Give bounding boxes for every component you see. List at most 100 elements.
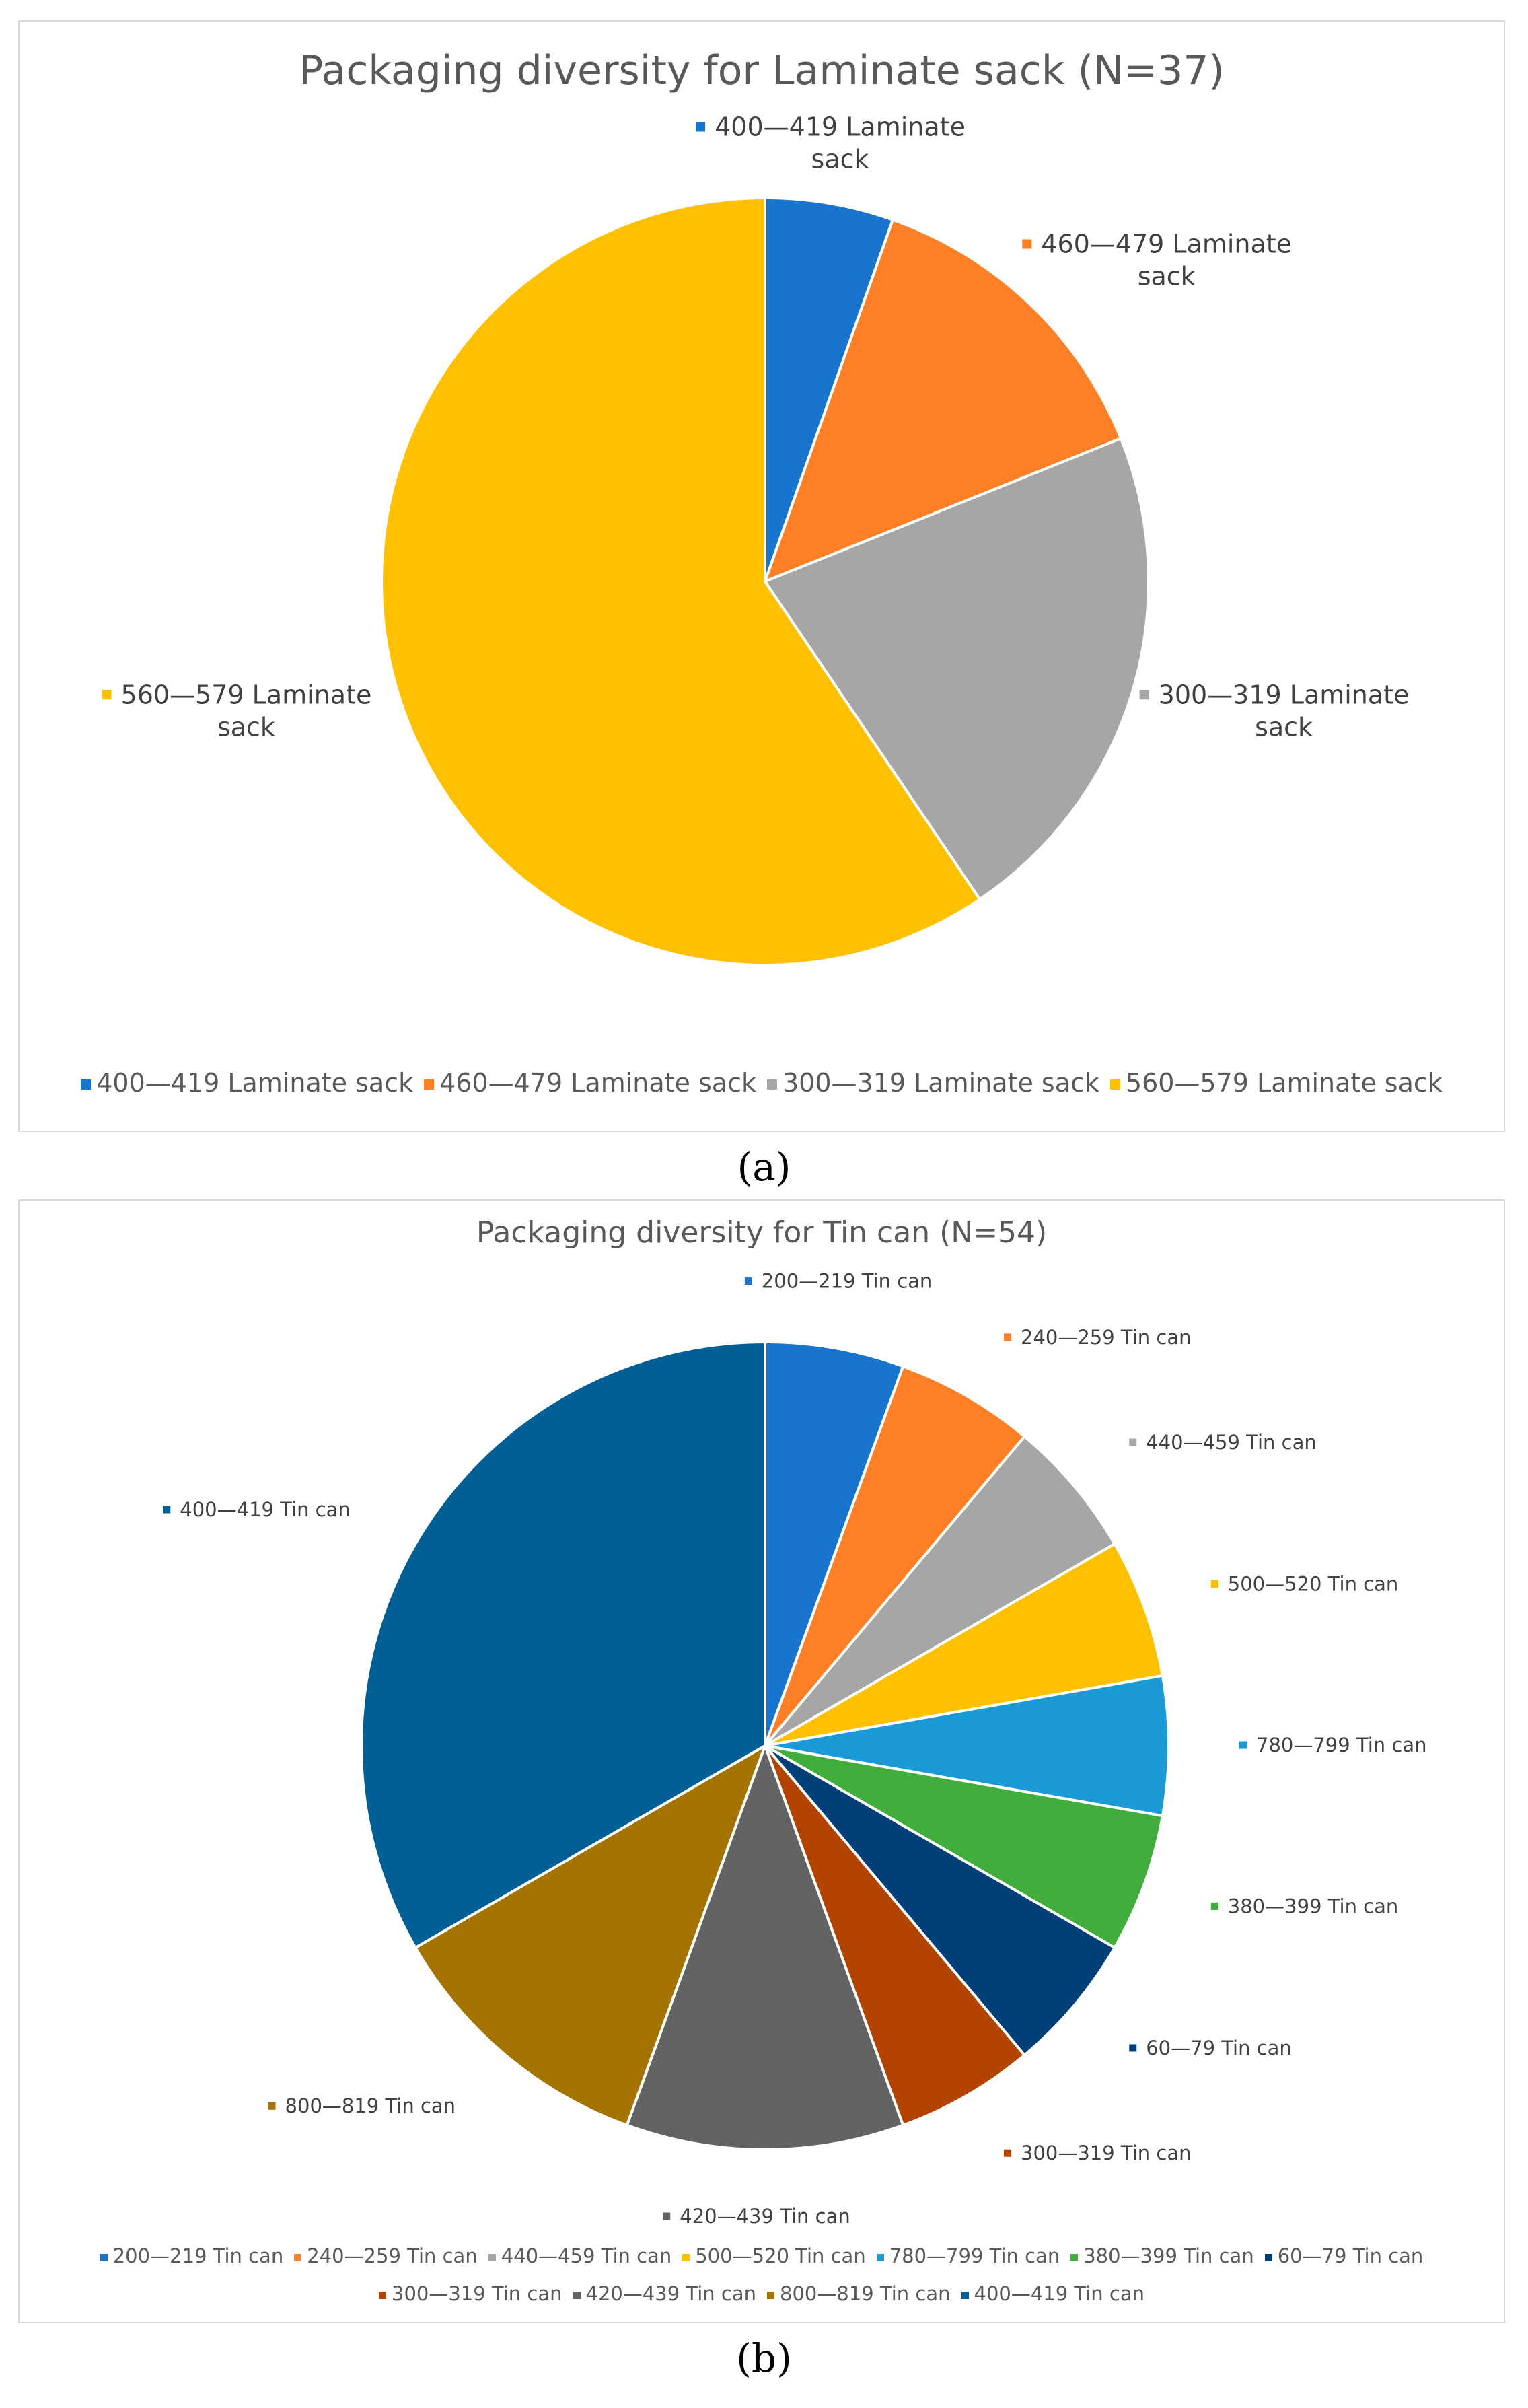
data-label-marker	[1139, 690, 1149, 700]
data-label-text: 460—479 Laminate	[1041, 229, 1292, 259]
data-label-text: 60—79 Tin can	[1146, 2037, 1292, 2059]
data-label-marker	[1210, 1580, 1218, 1588]
data-label-text: 400—419 Laminate	[715, 112, 966, 141]
legend-label: 800—819 Tin can	[780, 2282, 951, 2305]
pie-chart-b: 200—219 Tin can 240—259 Tin can 440—459 Ti…	[163, 1270, 1427, 2228]
legend-key	[961, 2291, 969, 2299]
chart-title-a: Packaging diversity for Laminate sack (N…	[299, 47, 1225, 94]
pie-slice-b-800-819-tin-can	[413, 1742, 768, 2127]
data-label-marker	[1004, 1333, 1011, 1341]
data-label-text: 800—819 Tin can	[285, 2094, 456, 2117]
legend-key	[100, 2253, 108, 2261]
pie-slice-b-420-439-tin-can	[625, 1742, 905, 2151]
pie-slice-b-60-79-tin-can	[764, 1744, 1117, 2057]
data-label-b-440-459-tin-can: 440—459 Tin can	[1129, 1431, 1317, 1454]
data-label-text: 240—259 Tin can	[1021, 1326, 1192, 1349]
data-label-b-240-259-tin-can: 240—259 Tin can	[1004, 1326, 1192, 1349]
data-label-text: 500—520 Tin can	[1228, 1573, 1398, 1596]
pie-slice-b-780-799-tin-can	[764, 1674, 1170, 1818]
legend-label: 60—79 Tin can	[1277, 2244, 1424, 2267]
legend-b: 200—219 Tin can 240—259 Tin can 440—459 Ti…	[60, 2237, 1463, 2312]
legend-label: 460—479 Laminate sack	[439, 1068, 756, 1098]
legend-item-b-420-439-tin-can: 420—439 Tin can	[573, 2275, 757, 2312]
legend-item-b-800-819-tin-can: 800—819 Tin can	[767, 2275, 951, 2312]
data-label-b-780-799-tin-can: 780—799 Tin can	[1239, 1734, 1427, 1757]
data-label-a-560-579-laminate-sack: 560—579 Laminate sack	[102, 680, 371, 742]
legend-label: 240—259 Tin can	[307, 2244, 478, 2267]
legend-key	[1109, 1079, 1120, 1090]
data-label-b-420-439-tin-can: 420—439 Tin can	[663, 2205, 850, 2228]
legend-label: 300—319 Tin can	[392, 2282, 562, 2305]
legend-key	[379, 2291, 386, 2299]
data-label-b-800-819-tin-can: 800—819 Tin can	[268, 2094, 456, 2117]
data-label-marker	[744, 1277, 752, 1285]
legend-label: 780—799 Tin can	[889, 2244, 1060, 2267]
legend-item-b-300-319-tin-can: 300—319 Tin can	[379, 2275, 562, 2312]
data-label-marker	[696, 122, 706, 132]
legend-item-a-460-479-laminate-sack: 460—479 Laminate sack	[424, 1068, 756, 1098]
chart-title-b: Packaging diversity for Tin can (N=54)	[476, 1215, 1048, 1250]
data-label-marker	[1022, 239, 1032, 249]
legend-key	[876, 2253, 884, 2261]
data-label-b-500-520-tin-can: 500—520 Tin can	[1210, 1573, 1398, 1596]
legend-label: 420—439 Tin can	[585, 2282, 757, 2305]
legend-item-a-400-419-laminate-sack: 400—419 Laminate sack	[81, 1068, 413, 1098]
legend-key	[767, 1079, 777, 1090]
data-label-text: sack	[1138, 262, 1196, 291]
pie-slice-b-200-219-tin-can	[764, 1340, 905, 1746]
data-label-text: 300—319 Laminate	[1159, 680, 1410, 709]
legend-key	[424, 1079, 435, 1090]
chart-panel-a: 400—419 Laminate sack 460—479 Laminate sack…	[18, 20, 1505, 1132]
data-label-text: 780—799 Tin can	[1256, 1734, 1427, 1757]
legend-item-b-240-259-tin-can: 240—259 Tin can	[294, 2237, 478, 2275]
data-label-marker	[163, 1506, 171, 1514]
data-label-b-380-399-tin-can: 380—399 Tin can	[1210, 1894, 1398, 1917]
legend-item-b-400-419-tin-can: 400—419 Tin can	[961, 2275, 1145, 2312]
data-label-text: sack	[811, 144, 869, 174]
legend-label: 400—419 Laminate sack	[96, 1068, 414, 1098]
data-label-marker	[1129, 2044, 1137, 2052]
data-label-b-200-219-tin-can: 200—219 Tin can	[744, 1270, 933, 1293]
caption-a: (a)	[737, 1144, 791, 1190]
legend-key	[1264, 2253, 1272, 2261]
caption-b: (b)	[736, 2335, 792, 2381]
chart-panel-b: 200—219 Tin can 240—259 Tin can 440—459 Ti…	[18, 1199, 1505, 2323]
data-label-text: sack	[1255, 712, 1313, 742]
legend-label: 200—219 Tin can	[112, 2244, 284, 2267]
pie-chart-a: 400—419 Laminate sack 460—479 Laminate sack…	[102, 112, 1410, 966]
data-label-a-300-319-laminate-sack: 300—319 Laminate sack	[1139, 680, 1410, 742]
caption-a-letter: a	[752, 1144, 776, 1190]
data-label-marker	[1129, 1438, 1137, 1446]
legend-item-b-60-79-tin-can: 60—79 Tin can	[1264, 2237, 1424, 2275]
pie-slice-a-300-319-laminate-sack	[762, 436, 1151, 902]
legend-item-b-380-399-tin-can: 380—399 Tin can	[1070, 2237, 1254, 2275]
data-label-marker	[1239, 1741, 1247, 1749]
data-label-marker	[102, 690, 112, 700]
legend-item-a-560-579-laminate-sack: 560—579 Laminate sack	[1109, 1068, 1443, 1098]
pie-slice-b-240-259-tin-can	[764, 1364, 1027, 1747]
pie-slice-b-380-399-tin-can	[764, 1744, 1165, 1950]
legend-label: 500—520 Tin can	[695, 2244, 866, 2267]
caption-b-letter: b	[751, 2335, 777, 2381]
data-label-text: 300—319 Tin can	[1021, 2141, 1192, 2164]
data-label-marker	[268, 2102, 276, 2110]
data-label-marker	[1004, 2149, 1011, 2157]
legend-label: 400—419 Tin can	[974, 2282, 1145, 2305]
data-label-b-400-419-tin-can: 400—419 Tin can	[163, 1498, 351, 1521]
legend-item-a-300-319-laminate-sack: 300—319 Laminate sack	[767, 1068, 1099, 1098]
data-label-a-460-479-laminate-sack: 460—479 Laminate sack	[1022, 229, 1292, 291]
pie-slice-b-500-520-tin-can	[764, 1542, 1165, 1747]
legend-key	[488, 2253, 496, 2261]
data-label-b-60-79-tin-can: 60—79 Tin can	[1129, 2037, 1292, 2059]
legend-key	[767, 2291, 774, 2299]
legend-key	[682, 2253, 690, 2261]
legend-key	[81, 1079, 92, 1090]
data-label-marker	[1210, 1902, 1218, 1910]
data-label-text: 200—219 Tin can	[762, 1270, 933, 1293]
legend-label: 560—579 Laminate sack	[1125, 1068, 1443, 1098]
legend-key	[294, 2253, 302, 2261]
legend-label: 440—459 Tin can	[501, 2244, 672, 2267]
pie-slice-a-460-479-laminate-sack	[762, 218, 1123, 584]
legend-label: 380—399 Tin can	[1083, 2244, 1254, 2267]
legend-item-b-200-219-tin-can: 200—219 Tin can	[100, 2237, 284, 2275]
